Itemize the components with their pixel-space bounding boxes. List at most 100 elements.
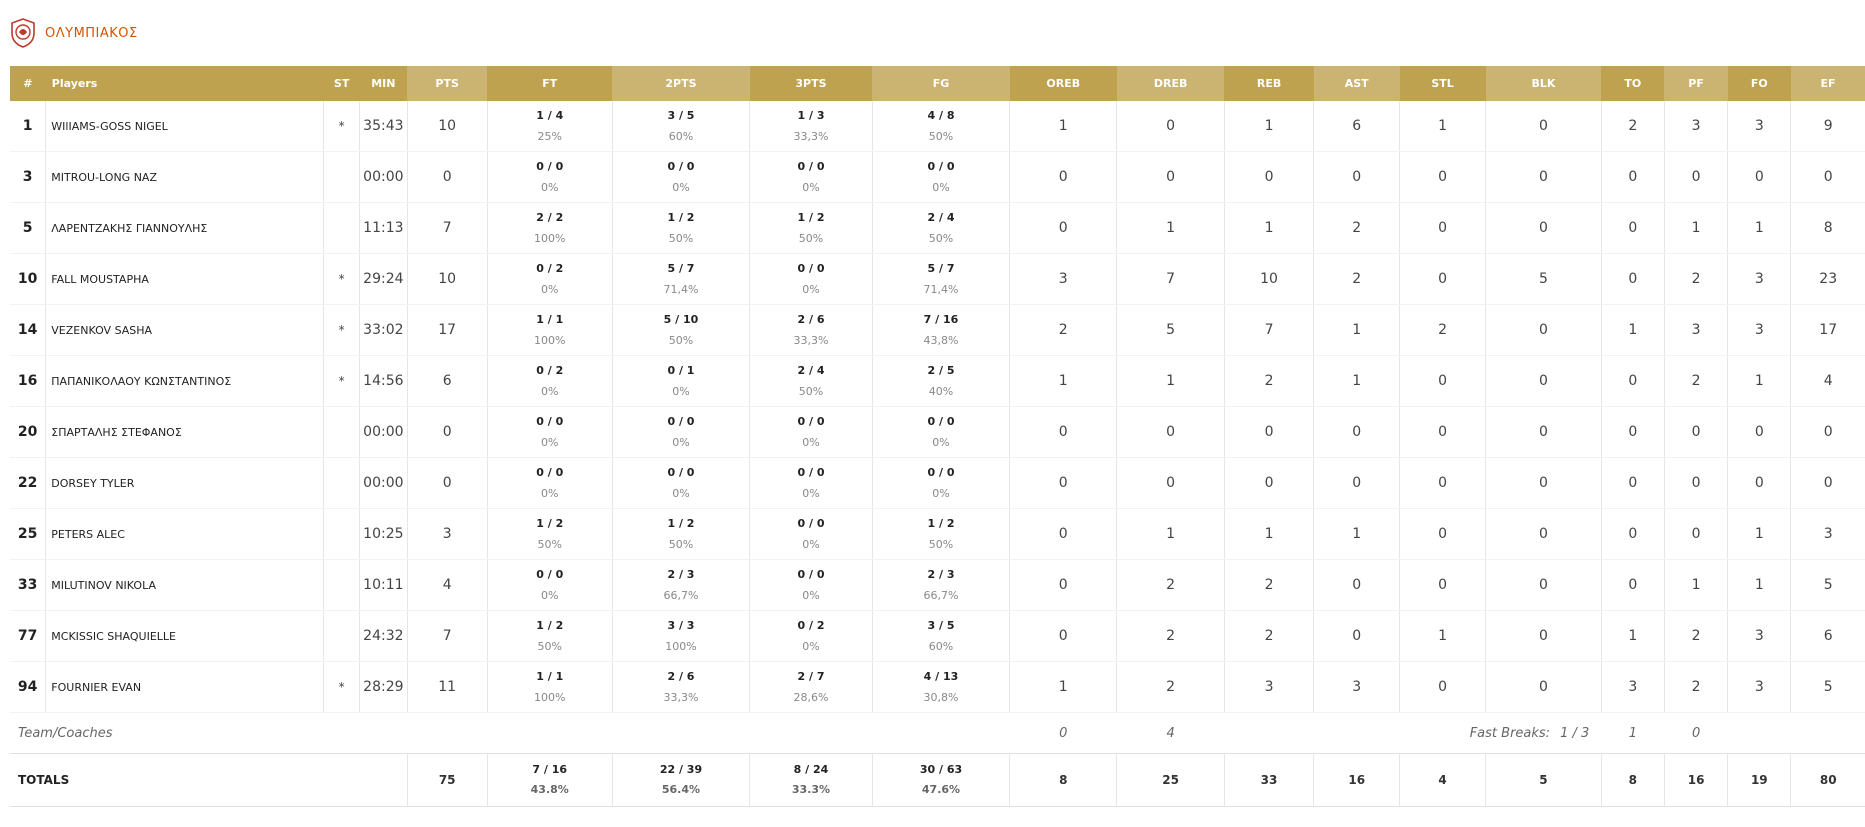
player-blk: 0 [1485, 406, 1602, 458]
player-ef: 6 [1790, 610, 1865, 662]
player-fg: 2 / 3 66,7% [872, 559, 1011, 611]
player-to: 0 [1601, 457, 1665, 509]
header-reb[interactable]: REB [1224, 66, 1314, 101]
player-name[interactable]: MITROU-LONG NAZ [45, 151, 325, 203]
player-points: 4 [407, 559, 488, 611]
player-minutes: 10:25 [359, 508, 408, 560]
player-fo: 1 [1727, 355, 1792, 407]
player-name[interactable]: ΣΠΑΡΤΑΛΗΣ ΣΤΕΦΑΝΟΣ [45, 406, 325, 458]
player-fo: 0 [1727, 457, 1792, 509]
player-ast: 0 [1313, 406, 1401, 458]
header-fg[interactable]: FG [872, 66, 1010, 101]
player-ef: 8 [1790, 202, 1865, 254]
player-name[interactable]: VEZENKOV SASHA [45, 304, 325, 356]
totals-label: TOTALS [10, 753, 408, 807]
header-3pts[interactable]: 3PTS [749, 66, 873, 101]
player-minutes: 11:13 [359, 202, 408, 254]
player-fo: 1 [1727, 202, 1792, 254]
player-pf: 3 [1664, 304, 1729, 356]
player-minutes: 33:02 [359, 304, 408, 356]
player-stl: 0 [1399, 508, 1487, 560]
player-fo: 0 [1727, 406, 1792, 458]
player-fo: 3 [1727, 661, 1792, 713]
player-blk: 0 [1485, 457, 1602, 509]
header-ast[interactable]: AST [1313, 66, 1400, 101]
header-pts[interactable]: PTS [407, 66, 488, 101]
player-to: 3 [1601, 661, 1665, 713]
player-name[interactable]: MCKISSIC SHAQUIELLE [45, 610, 325, 662]
player-ast: 0 [1313, 610, 1401, 662]
player-2pts: 5 / 7 71,4% [612, 253, 751, 305]
player-3pts: 0 / 0 0% [749, 457, 873, 509]
player-ast: 0 [1313, 457, 1401, 509]
header-ft[interactable]: FT [487, 66, 613, 101]
player-number: 77 [10, 610, 47, 662]
player-blk: 0 [1485, 610, 1602, 662]
player-reb: 0 [1224, 151, 1315, 203]
player-number: 3 [10, 151, 47, 203]
header-oreb[interactable]: OREB [1009, 66, 1117, 101]
player-3pts: 1 / 2 50% [749, 202, 873, 254]
player-row: 1 WIlIAMS-GOSS NIGEL * 35:43 10 1 / 4 25% 3 / 5… [10, 101, 1865, 152]
player-name[interactable]: MILUTINOV NIKOLA [45, 559, 325, 611]
player-dreb: 2 [1116, 559, 1225, 611]
header-blk[interactable]: BLK [1485, 66, 1602, 101]
totals-to: 8 [1601, 753, 1665, 807]
player-name[interactable]: DORSEY TYLER [45, 457, 325, 509]
player-ft: 0 / 2 0% [487, 253, 613, 305]
player-ef: 5 [1790, 559, 1865, 611]
player-reb: 10 [1224, 253, 1315, 305]
player-points: 17 [407, 304, 488, 356]
starter-mark [323, 610, 360, 662]
player-to: 2 [1601, 101, 1665, 152]
player-name[interactable]: ΠΑΠΑΝΙΚΟΛΑΟΥ ΚΩΝΣΤΑΝΤΙΝΟΣ [45, 355, 325, 407]
player-ast: 1 [1313, 355, 1401, 407]
starter-mark: * [323, 101, 360, 152]
header-players[interactable]: Players [45, 66, 324, 101]
player-number: 25 [10, 508, 47, 560]
player-number: 33 [10, 559, 47, 611]
header-ef[interactable]: EF [1790, 66, 1865, 101]
header-2pts[interactable]: 2PTS [612, 66, 750, 101]
player-row: 94 FOURNIER EVAN * 28:29 11 1 / 1 100% 2 / 6 33,… [10, 661, 1865, 713]
header-pf[interactable]: PF [1664, 66, 1728, 101]
player-points: 6 [407, 355, 488, 407]
player-name[interactable]: PETERS ALEC [45, 508, 325, 560]
player-pf: 0 [1664, 406, 1729, 458]
player-dreb: 2 [1116, 610, 1225, 662]
player-fo: 0 [1727, 151, 1792, 203]
player-to: 0 [1601, 151, 1665, 203]
player-name[interactable]: FOURNIER EVAN [45, 661, 325, 713]
team-to: 1 [1628, 725, 1637, 741]
player-name[interactable]: WIlIAMS-GOSS NIGEL [45, 101, 325, 152]
player-points: 7 [407, 202, 488, 254]
player-dreb: 0 [1116, 406, 1225, 458]
player-stl: 1 [1399, 101, 1487, 152]
player-minutes: 14:56 [359, 355, 408, 407]
player-ast: 0 [1313, 559, 1401, 611]
fast-breaks-value: 1 / 3 [1560, 725, 1590, 741]
player-fg: 1 / 2 50% [872, 508, 1011, 560]
player-reb: 0 [1224, 457, 1315, 509]
header-stl[interactable]: STL [1399, 66, 1486, 101]
player-row: 20 ΣΠΑΡΤΑΛΗΣ ΣΤΕΦΑΝΟΣ 00:00 0 0 / 0 0% 0 / 0 0%… [10, 406, 1865, 458]
header-dreb[interactable]: DREB [1116, 66, 1225, 101]
player-stl: 0 [1399, 253, 1487, 305]
header-fo[interactable]: FO [1727, 66, 1791, 101]
totals-2pts: 22 / 39 56.4% [612, 753, 751, 807]
player-name[interactable]: ΛΑΡΕΝΤΖΑΚΗΣ ΓΙΑΝΝΟΥΛΗΣ [45, 202, 325, 254]
player-ef: 5 [1790, 661, 1865, 713]
player-number: 10 [10, 253, 47, 305]
header-num[interactable]: # [10, 66, 46, 101]
player-reb: 0 [1224, 406, 1315, 458]
player-name[interactable]: FALL MOUSTAPHA [45, 253, 325, 305]
header-min[interactable]: MIN [359, 66, 408, 101]
header-st[interactable]: ST [323, 66, 360, 101]
player-oreb: 1 [1009, 101, 1118, 152]
player-ft: 0 / 0 0% [487, 406, 613, 458]
header-to[interactable]: TO [1601, 66, 1665, 101]
player-fg: 0 / 0 0% [872, 457, 1011, 509]
player-reb: 2 [1224, 559, 1315, 611]
player-ast: 6 [1313, 101, 1401, 152]
